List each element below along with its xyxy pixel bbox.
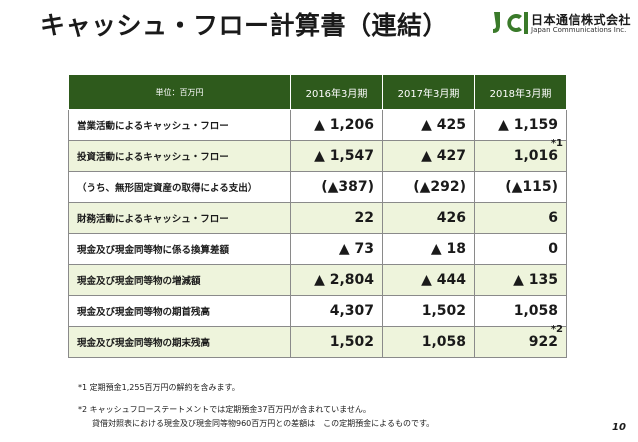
header-fy2017: 2017年3月期 — [382, 74, 475, 110]
cell-value: 922 — [528, 334, 558, 350]
row-label: 現金及び現金同等物に係る換算差額 — [68, 233, 291, 265]
table-row: 現金及び現金同等物の期末残高 1,502 1,058 *2 922 — [68, 324, 567, 358]
cell-value: ▲ 1,547 — [290, 140, 383, 172]
table-row: 現金及び現金同等物に係る換算差額 ▲ 73 ▲ 18 0 — [68, 233, 567, 265]
row-label: 財務活動によるキャッシュ・フロー — [68, 202, 291, 234]
row-label: （うち、無形固定資産の取得による支出） — [68, 171, 291, 203]
row-label: 営業活動によるキャッシュ・フロー — [68, 109, 291, 141]
cell-value: (▲115) — [474, 171, 567, 203]
table-row: （うち、無形固定資産の取得による支出） (▲387) (▲292) (▲115) — [68, 171, 567, 203]
cell-value: ▲ 135 — [474, 264, 567, 296]
header-unit: 単位：百万円 — [68, 74, 291, 110]
cell-value: ▲ 1,159 — [474, 109, 567, 141]
footnote-1: *1 定期預金1,255百万円の解約を含みます。 — [78, 383, 240, 392]
footnote-mark-2: *2 — [550, 324, 563, 335]
table-row: 現金及び現金同等物の期首残高 4,307 1,502 1,058 — [68, 295, 567, 327]
footnote-2-continued: 貸借対照表における現金及び現金同等物960百万円との差額は この定期預金によるも… — [92, 419, 435, 428]
cell-value: (▲292) — [382, 171, 475, 203]
table-row: 現金及び現金同等物の増減額 ▲ 2,804 ▲ 444 ▲ 135 — [68, 264, 567, 296]
logo-company-name: 日本通信株式会社 — [531, 13, 632, 27]
cell-value: 22 — [290, 202, 383, 234]
cell-value: ▲ 425 — [382, 109, 475, 141]
cell-value: 0 — [474, 233, 567, 265]
cell-value: ▲ 1,206 — [290, 109, 383, 141]
cell-value: 4,307 — [290, 295, 383, 327]
cell-value: 1,058 — [382, 326, 475, 358]
cell-value-with-note: *2 922 — [474, 324, 567, 358]
page-title: キャッシュ・フロー計算書（連結） — [40, 11, 449, 40]
cell-value: ▲ 73 — [290, 233, 383, 265]
cash-flow-table: 単位：百万円 2016年3月期 2017年3月期 2018年3月期 営業活動によ… — [68, 74, 567, 358]
logo-company-subtitle: Japan Communications Inc. — [531, 26, 627, 34]
table-header-row: 単位：百万円 2016年3月期 2017年3月期 2018年3月期 — [68, 74, 567, 110]
row-label: 現金及び現金同等物の増減額 — [68, 264, 291, 296]
header-fy2018: 2018年3月期 — [474, 74, 567, 110]
cell-value: ▲ 444 — [382, 264, 475, 296]
header-fy2016: 2016年3月期 — [290, 74, 383, 110]
jci-logo-mark — [493, 12, 528, 35]
cell-value: ▲ 427 — [382, 140, 475, 172]
cell-value: 1,016 — [513, 148, 558, 164]
table-row: 営業活動によるキャッシュ・フロー ▲ 1,206 ▲ 425 ▲ 1,159 — [68, 109, 567, 141]
table-row: 投資活動によるキャッシュ・フロー ▲ 1,547 ▲ 427 *1 1,016 — [68, 138, 567, 172]
footnote-mark-1: *1 — [550, 138, 563, 149]
company-logo: 日本通信株式会社 Japan Communications Inc. — [491, 10, 633, 40]
table-row: 財務活動によるキャッシュ・フロー 22 426 6 — [68, 202, 567, 234]
cell-value: 1,058 — [474, 295, 567, 327]
cell-value: 1,502 — [290, 326, 383, 358]
cell-value: (▲387) — [290, 171, 383, 203]
cell-value: 426 — [382, 202, 475, 234]
cell-value: 6 — [474, 202, 567, 234]
footnote-2: *2 キャッシュフローステートメントでは定期預金37百万円が含まれていません。 — [78, 405, 371, 414]
cell-value: ▲ 2,804 — [290, 264, 383, 296]
page-number: 10 — [612, 422, 626, 433]
row-label: 投資活動によるキャッシュ・フロー — [68, 140, 291, 172]
cell-value: ▲ 18 — [382, 233, 475, 265]
row-label: 現金及び現金同等物の期末残高 — [68, 326, 291, 358]
cell-value: 1,502 — [382, 295, 475, 327]
cell-value-with-note: *1 1,016 — [474, 138, 567, 172]
row-label: 現金及び現金同等物の期首残高 — [68, 295, 291, 327]
